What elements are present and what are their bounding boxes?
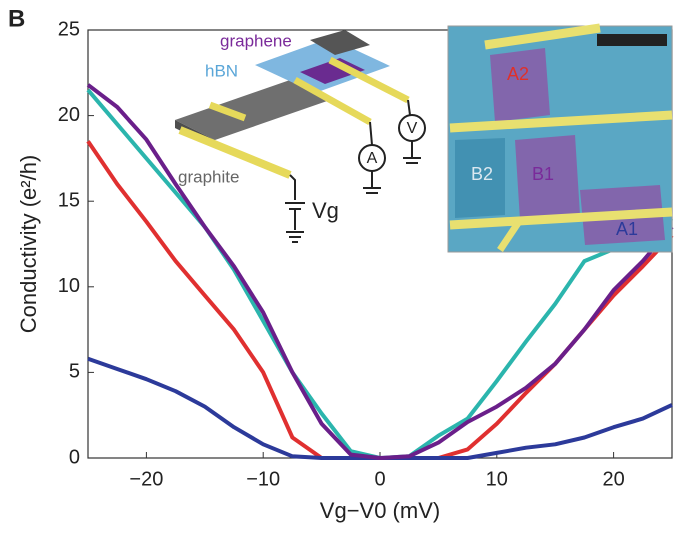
annotation: A1 xyxy=(616,219,638,239)
y-tick-label: 25 xyxy=(58,18,80,40)
annotation: V xyxy=(407,120,418,137)
x-tick-label: 0 xyxy=(374,468,385,490)
x-tick-label: −20 xyxy=(129,468,163,490)
x-tick-label: −10 xyxy=(246,468,280,490)
chart: B Vg−V0 (mV) Conductivity (e²/h) 0 5 10 15 2… xyxy=(0,0,675,536)
annotation: B2 xyxy=(471,164,493,184)
annotation: hBN xyxy=(205,61,238,80)
annotation: Vg xyxy=(312,198,339,223)
x-tick-label: 10 xyxy=(486,468,508,490)
micrograph-inset xyxy=(448,26,672,252)
annotation: graphite xyxy=(178,167,239,186)
y-tick-label: 0 xyxy=(69,446,80,468)
y-tick-label: 10 xyxy=(58,275,80,297)
annotation: A2 xyxy=(507,64,529,84)
panel-label: B xyxy=(8,5,25,32)
x-tick-label: 20 xyxy=(602,468,624,490)
y-tick-label: 5 xyxy=(69,361,80,383)
x-axis-label: Vg−V0 (mV) xyxy=(320,498,440,523)
annotation: A xyxy=(367,150,378,167)
data-line xyxy=(88,359,672,458)
y-tick-label: 15 xyxy=(58,189,80,211)
y-tick-label: 20 xyxy=(58,104,80,126)
y-axis-label: Conductivity (e²/h) xyxy=(16,155,41,334)
annotation: graphene xyxy=(220,31,292,50)
annotation: B1 xyxy=(532,164,554,184)
